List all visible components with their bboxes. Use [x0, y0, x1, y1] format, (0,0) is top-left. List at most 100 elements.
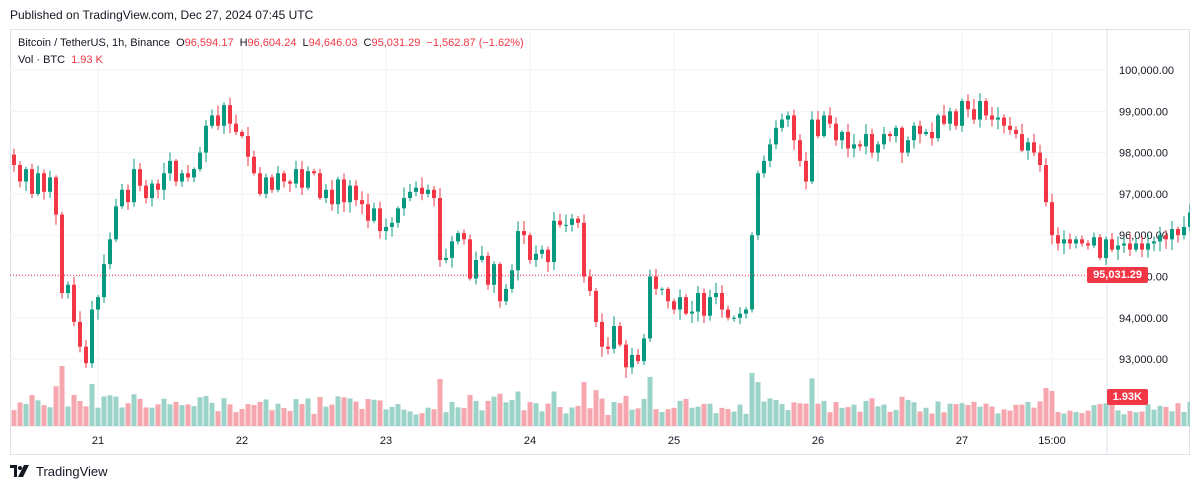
- volume-bar: [23, 403, 29, 426]
- candle-body: [264, 177, 268, 194]
- candle-body: [252, 156, 256, 174]
- volume-bar: [41, 405, 47, 426]
- volume-bar: [863, 400, 869, 426]
- candle-body: [672, 301, 676, 310]
- brand-name: TradingView: [36, 464, 108, 479]
- candle-body: [552, 220, 556, 263]
- volume-bar: [11, 410, 17, 426]
- volume-bar: [203, 396, 209, 426]
- candle-body: [846, 131, 850, 149]
- candle-body: [342, 179, 346, 203]
- candle-body: [72, 284, 76, 322]
- volume-bar: [1175, 403, 1181, 426]
- volume-bar: [305, 398, 311, 426]
- volume-bar: [803, 403, 809, 426]
- candle-body: [450, 241, 454, 258]
- candle-body: [990, 115, 994, 120]
- volume-bar: [869, 398, 875, 426]
- candle-body: [606, 346, 610, 349]
- volume-bar: [887, 411, 893, 426]
- candle-body: [432, 189, 436, 199]
- candle-body: [786, 115, 790, 120]
- candle-body: [150, 183, 154, 199]
- candle-body: [210, 115, 214, 126]
- volume-bar: [137, 398, 143, 426]
- x-tick-label: 21: [92, 435, 104, 447]
- volume-bar: [653, 409, 659, 426]
- candle-body: [900, 127, 904, 153]
- candle-body: [660, 288, 664, 290]
- volume-bar: [1103, 403, 1109, 426]
- candle-body: [708, 297, 712, 316]
- candle-body: [1020, 134, 1024, 151]
- candle-body: [438, 198, 442, 260]
- volume-bar: [215, 411, 221, 426]
- volume-bar: [413, 414, 419, 426]
- volume-bar: [629, 409, 635, 426]
- volume-bar: [1127, 410, 1133, 426]
- volume-bar: [401, 409, 407, 426]
- candle-body: [918, 125, 922, 135]
- candle-body: [1188, 212, 1190, 227]
- volume-bar: [191, 406, 197, 426]
- candle-body: [1032, 142, 1036, 153]
- candle-body: [912, 125, 916, 141]
- candle-body: [732, 317, 736, 319]
- candle-body: [600, 321, 604, 347]
- candle-body: [648, 276, 652, 339]
- volume-bar: [911, 402, 917, 426]
- volume-bar: [575, 405, 581, 426]
- volume-bar: [989, 406, 995, 426]
- volume-bar: [779, 404, 785, 426]
- candle-body: [1062, 239, 1066, 244]
- volume-bar: [851, 404, 857, 426]
- volume-bar: [623, 395, 629, 426]
- volume-bar: [1043, 388, 1049, 426]
- candle-body: [30, 169, 34, 194]
- candle-body: [426, 189, 430, 194]
- volume-bar: [467, 394, 473, 426]
- volume-bar: [35, 400, 41, 426]
- volume-bar: [1079, 413, 1085, 426]
- volume-bar: [569, 407, 575, 426]
- candle-body: [492, 264, 496, 285]
- candle-body: [48, 177, 52, 192]
- candle-body: [588, 276, 592, 291]
- volume-bar: [809, 378, 815, 426]
- candle-body: [744, 309, 748, 314]
- candle-body: [276, 173, 280, 190]
- volume-bar: [701, 403, 707, 426]
- candle-body: [12, 154, 16, 165]
- volume-bar: [551, 391, 557, 426]
- candle-body: [390, 222, 394, 227]
- candle-body: [756, 173, 760, 236]
- legend-volume-row: Vol · BTC 1.93 K: [18, 52, 524, 69]
- candle-body: [198, 152, 202, 170]
- last-price-badge: 95,031.29: [1087, 267, 1148, 284]
- candle-body: [570, 218, 574, 225]
- volume-bar: [1151, 409, 1157, 426]
- candle-body: [840, 131, 844, 141]
- candle-body: [630, 354, 634, 368]
- price-chart[interactable]: 93,000.0094,000.0095,000.0096,000.0097,0…: [10, 29, 1190, 455]
- candle-body: [636, 354, 640, 362]
- volume-bar: [317, 397, 323, 426]
- candle-body: [420, 187, 424, 194]
- candle-body: [204, 125, 208, 153]
- volume-bar: [233, 412, 239, 426]
- volume-bar: [857, 411, 863, 426]
- x-tick-label: 23: [380, 435, 392, 447]
- volume-bar: [689, 407, 695, 426]
- candle-body: [222, 105, 226, 126]
- x-tick-label: 25: [668, 435, 680, 447]
- candle-body: [132, 169, 136, 203]
- volume-bar: [431, 409, 437, 426]
- volume-bar: [143, 407, 149, 426]
- candle-body: [816, 119, 820, 137]
- candle-body: [384, 226, 388, 232]
- candle-body: [702, 293, 706, 316]
- volume-bar: [713, 413, 719, 426]
- footer-brand[interactable]: TradingView: [10, 464, 108, 479]
- candle-body: [318, 173, 322, 199]
- candle-body: [270, 177, 274, 190]
